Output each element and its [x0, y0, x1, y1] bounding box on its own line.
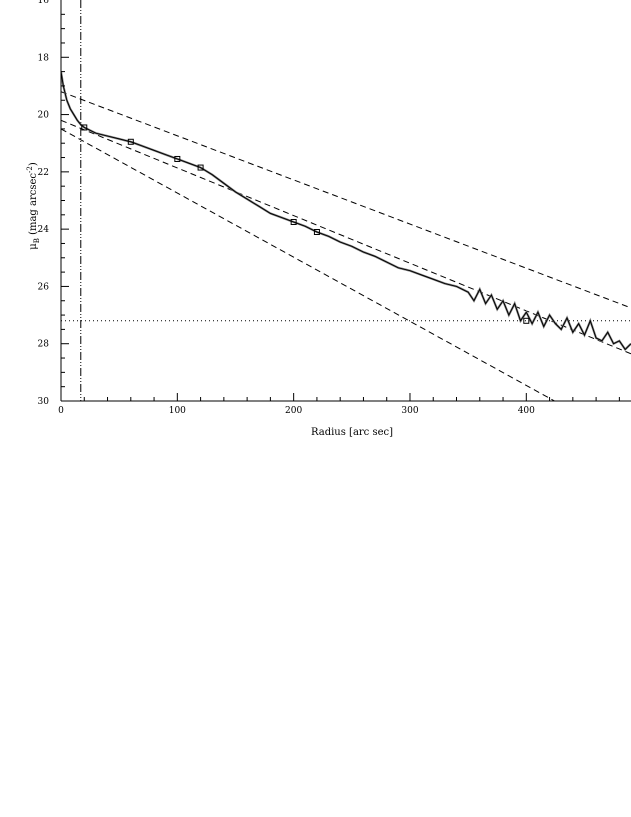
y-axis-title-sub: B — [33, 238, 41, 243]
fit-line-3 — [61, 128, 556, 401]
series-line-1 — [61, 71, 631, 351]
data-marker — [127, 138, 134, 145]
data-marker — [197, 164, 204, 171]
x-tick-label: 300 — [401, 406, 418, 416]
y-axis-title: μB (mag arcsec-2) — [26, 162, 41, 250]
y-axis-title-sup: -2 — [26, 166, 34, 173]
axis-frame — [60, 0, 631, 402]
fit-line-2 — [61, 119, 631, 355]
y-tick-label: 30 — [38, 397, 50, 407]
data-marker — [523, 317, 530, 324]
y-tick-label: 28 — [38, 340, 50, 350]
plot-area — [61, 0, 631, 401]
x-axis-title: Radius [arc sec] — [311, 427, 393, 438]
data-marker — [174, 155, 181, 162]
y-tick-label: 22 — [38, 168, 49, 178]
y-axis-title-close: ) — [28, 162, 39, 166]
y-axis-title-mu: μ — [28, 243, 39, 250]
data-marker — [81, 124, 88, 131]
fit-line-1 — [61, 91, 631, 309]
y-tick-label: 18 — [38, 53, 50, 63]
y-axis-title-text: (mag arcsec — [28, 173, 39, 238]
series-shadow-1 — [61, 71, 631, 352]
y-tick-label-top: 16 — [38, 0, 50, 6]
data-marker — [313, 229, 320, 236]
x-tick-label: 100 — [169, 406, 186, 416]
y-tick-label: 20 — [38, 111, 50, 121]
x-tick-label: 200 — [285, 406, 302, 416]
y-tick-label: 26 — [38, 282, 50, 292]
y-tick-label: 24 — [38, 225, 50, 235]
axis-ticks: 0 100 200 300 400 18 20 22 24 26 28 30 16 — [38, 0, 620, 416]
data-marker — [290, 218, 297, 225]
x-tick-label: 0 — [58, 406, 64, 416]
x-tick-label: 400 — [518, 406, 535, 416]
